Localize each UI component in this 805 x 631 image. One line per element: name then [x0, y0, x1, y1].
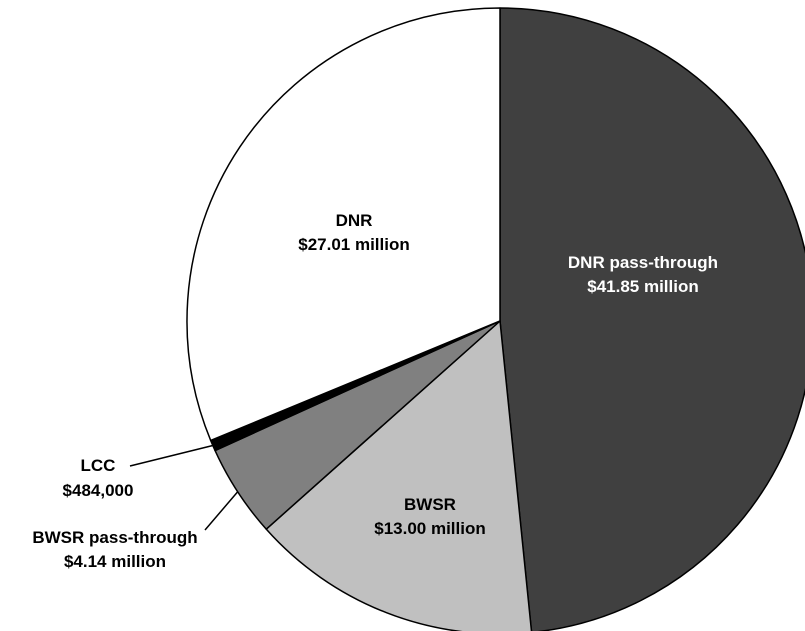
leader-line-lcc: [129, 444, 214, 467]
pie-slice-bwsr: [265, 320, 533, 631]
slice-label-bwsr-pass-through-value: $4.14 million: [64, 552, 166, 571]
leader-lines: [129, 444, 239, 531]
slice-label-dnr-pass-through-name: DNR pass-through: [568, 253, 718, 272]
slice-label-dnr-name: DNR: [336, 211, 373, 230]
slice-label-dnr-pass-through-value: $41.85 million: [587, 277, 699, 296]
slice-label-dnr-value: $27.01 million: [298, 235, 410, 254]
leader-line-bwsr-pass-through: [204, 491, 239, 531]
slice-label-lcc-value: $484,000: [63, 481, 134, 500]
slice-label-bwsr-name: BWSR: [404, 495, 456, 514]
pie-slice-dnr-pass-through: [499, 7, 805, 631]
pie-slice-dnr: [186, 7, 501, 442]
slice-label-bwsr-pass-through-name: BWSR pass-through: [32, 528, 197, 547]
slice-label-bwsr-value: $13.00 million: [374, 519, 486, 538]
pie-slices: [186, 7, 805, 631]
slice-label-lcc-name: LCC: [81, 456, 116, 475]
